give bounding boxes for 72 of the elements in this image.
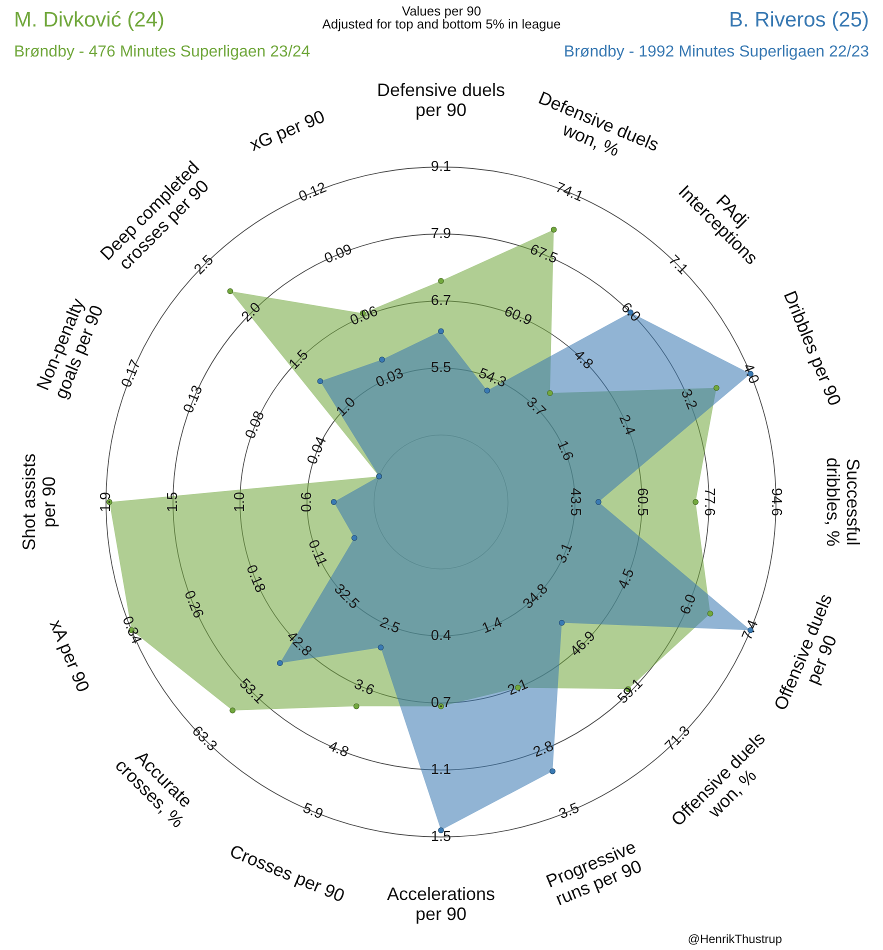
text: @HenrikThustrup — [688, 932, 782, 946]
text: 0.18 — [242, 562, 268, 596]
text: 71.3 — [662, 723, 694, 755]
text: B. Riveros (25) — [728, 8, 869, 32]
text: 2.0 — [238, 300, 264, 326]
chart-subtitle: Adjusted for top and bottom 5% in league — [322, 16, 561, 32]
text: 4.8 — [326, 738, 351, 761]
spoke-label: Defensive duels per 90 — [376, 80, 506, 120]
text: 3.7 — [522, 394, 549, 420]
text: 6.0 — [677, 592, 700, 617]
text: 77.6 — [701, 488, 717, 516]
text: 0.11 — [304, 538, 330, 569]
text: 34.8 — [520, 581, 552, 612]
text: 3.2 — [677, 387, 700, 412]
text: 0.34 — [118, 614, 144, 646]
text: 60.9 — [502, 304, 534, 330]
text: 0.03 — [374, 365, 406, 391]
text: 1.5 — [286, 347, 312, 373]
text: 0.17 — [118, 358, 144, 390]
text: Brøndby - 1992 Minutes Superligaen 22/23 — [564, 44, 870, 60]
text: 2.4 — [615, 412, 638, 438]
spoke-label: xG per 90 — [246, 106, 328, 155]
text: 0.04 — [304, 434, 330, 467]
text: 42.8 — [283, 628, 315, 660]
spoke-label: Successful dribbles, % — [823, 457, 863, 547]
text: 0.6 — [299, 492, 315, 512]
text: 0.06 — [348, 304, 380, 330]
text: 1.0 — [232, 492, 248, 512]
text: 0.13 — [180, 383, 206, 416]
text: 1.9 — [98, 492, 114, 512]
text: M. Divković (24) — [14, 8, 165, 32]
text: 5.9 — [300, 800, 326, 823]
text: 6.7 — [430, 293, 452, 309]
text: 94.6 — [768, 488, 784, 516]
chart-title: Values per 90 — [402, 4, 482, 18]
text: 1.1 — [430, 762, 452, 778]
text: 1.0 — [333, 394, 360, 420]
text: 2.5 — [377, 614, 402, 638]
text: 67.5 — [527, 242, 560, 268]
text: 46.9 — [567, 628, 599, 660]
text: 3.5 — [556, 800, 582, 823]
text: 4.8 — [570, 347, 596, 373]
text: 0.4 — [430, 628, 452, 644]
text: 4.5 — [615, 566, 638, 592]
text: 3.6 — [352, 676, 376, 699]
text: 1.4 — [480, 614, 505, 638]
text: 43.5 — [567, 488, 583, 516]
text: 74.1 — [553, 180, 586, 206]
text: Brøndby - 476 Minutes Superligaen 23/24 — [14, 44, 310, 60]
text: 1.5 — [165, 492, 181, 512]
text: 60.5 — [634, 488, 650, 516]
text: 4.0 — [739, 361, 762, 386]
text: 59.1 — [614, 676, 646, 708]
spoke-label: Accelerations per 90 — [386, 884, 496, 924]
text: 2.5 — [191, 252, 217, 278]
spoke-label: xA per 90 — [46, 616, 94, 695]
text: 5.5 — [430, 360, 452, 376]
text: 3.1 — [554, 540, 576, 566]
text: 2.8 — [531, 738, 556, 761]
text: 7.4 — [739, 618, 762, 643]
text: 63.3 — [188, 723, 220, 755]
text: 0.12 — [296, 180, 329, 206]
text: 6.0 — [618, 300, 644, 326]
text: 0.7 — [430, 695, 452, 711]
text: 0.09 — [322, 242, 355, 268]
text: 54.3 — [476, 365, 508, 391]
text: 0.26 — [180, 588, 206, 621]
text: 0.08 — [242, 408, 268, 442]
spoke-label: Shot assists per 90 — [19, 453, 59, 551]
text: 2.1 — [506, 676, 530, 699]
text: 1.6 — [554, 438, 576, 464]
text: 32.5 — [330, 581, 362, 612]
